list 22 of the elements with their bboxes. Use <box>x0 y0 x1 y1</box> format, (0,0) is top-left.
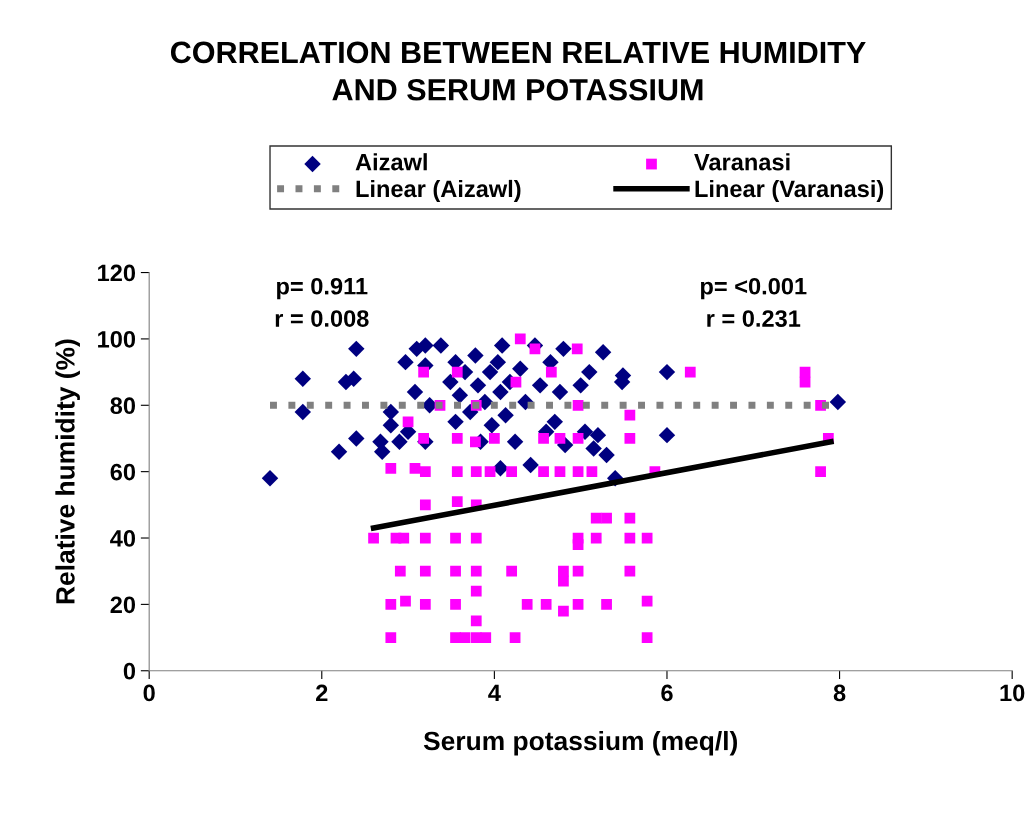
chart-title: CORRELATION BETWEEN RELATIVE HUMIDITY AND SERUM POTASSIUM <box>170 41 866 101</box>
y-tick-label: 40 <box>110 530 136 547</box>
annotation: p= 0.911 r = 0.008 <box>275 277 369 327</box>
x-tick-label: 8 <box>833 684 846 702</box>
x-tick-label: 0 <box>143 684 155 702</box>
y-tick-label: 80 <box>110 397 136 415</box>
legend-label: Linear (Aizawl) <box>356 179 521 202</box>
legend-label: Aizawl <box>355 153 427 171</box>
x-tick-label: 2 <box>316 684 328 702</box>
annotation: p= <0.001 r = 0.231 <box>701 277 807 327</box>
y-tick-label: 0 <box>123 662 136 680</box>
legend-label: Linear (Varanasi) <box>695 179 884 202</box>
x-tick-label: 10 <box>1000 684 1025 702</box>
y-tick-label: 120 <box>98 264 136 282</box>
y-tick-label: 100 <box>98 330 136 348</box>
y-axis-title: Relative humidity (%) <box>55 339 80 604</box>
x-tick-label: 4 <box>488 684 501 702</box>
legend-label: Varanasi <box>694 153 790 171</box>
x-axis-title: Serum potassium (meq/l) <box>423 730 737 756</box>
y-tick-label: 20 <box>110 596 136 614</box>
y-tick-label: 60 <box>110 463 136 481</box>
x-tick-label: 6 <box>661 684 673 702</box>
